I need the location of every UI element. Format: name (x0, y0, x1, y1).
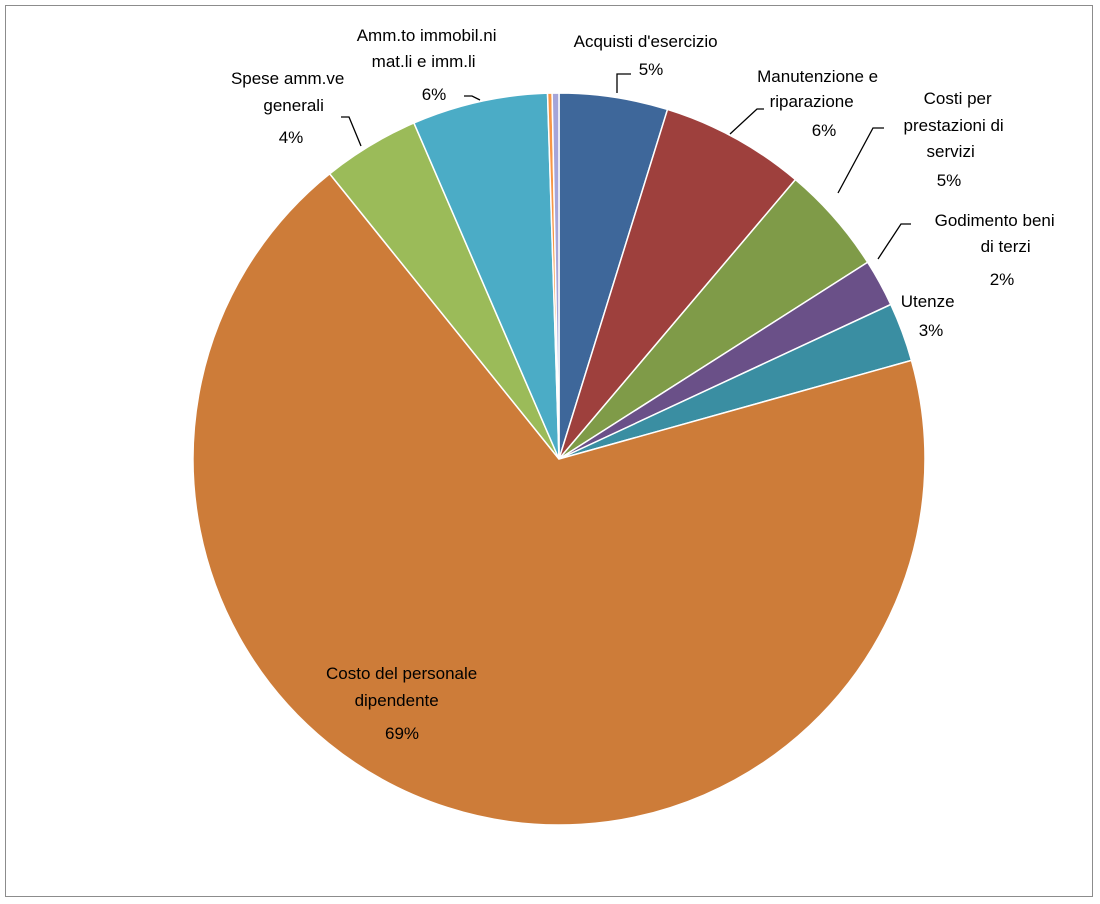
label-personale-line1: Costo del personale (326, 664, 477, 683)
label-manutenzione-pct: 6% (812, 121, 837, 140)
slice-labels: Acquisti d'esercizio 5% Manutenzione e r… (231, 26, 1060, 743)
label-costi-line1: Costi per (924, 89, 992, 108)
label-spese-line2: generali (263, 96, 324, 115)
leader-acquisti (616, 73, 631, 93)
label-manutenzione-line1: Manutenzione e (757, 67, 878, 86)
chart-frame: Acquisti d'esercizio 5% Manutenzione e r… (5, 5, 1093, 897)
label-costi-line3: servizi (927, 142, 975, 161)
pie-slices (192, 92, 926, 826)
label-costi-servizi: Costi per prestazioni di servizi 5% (904, 89, 1009, 190)
leader-ammto (464, 95, 481, 101)
label-costi-pct: 5% (937, 171, 962, 190)
label-godimento-pct: 2% (990, 270, 1015, 289)
label-ammto-pct: 6% (422, 85, 447, 104)
label-costi-line2: prestazioni di (904, 116, 1004, 135)
label-utenze: Utenze 3% (901, 292, 960, 340)
pie-slice-5 (192, 172, 926, 826)
label-spese-pct: 4% (279, 128, 304, 147)
label-spese: Spese amm.ve generali 4% (231, 69, 349, 147)
pie-slice-1 (558, 108, 797, 460)
label-acquisti: Acquisti d'esercizio 5% (574, 32, 723, 79)
label-utenze-pct: 3% (919, 321, 944, 340)
leader-spese (341, 116, 362, 147)
leader-costi-servizi (837, 127, 884, 194)
label-personale-pct: 69% (385, 724, 419, 743)
pie-slice-7 (412, 92, 560, 460)
pie-slice-9 (551, 92, 560, 460)
label-manutenzione-line2: riparazione (770, 92, 854, 111)
label-acquisti-name: Acquisti d'esercizio (574, 32, 718, 51)
leader-godimento (877, 223, 911, 260)
leader-lines (341, 73, 911, 260)
pie-chart: Acquisti d'esercizio 5% Manutenzione e r… (192, 26, 1060, 826)
label-personale-line2: dipendente (355, 691, 439, 710)
label-utenze-name: Utenze (901, 292, 955, 311)
label-ammto-line2: mat.li e imm.li (372, 52, 476, 71)
label-acquisti-pct: 5% (639, 60, 664, 79)
label-godimento-line1: Godimento beni (935, 211, 1055, 230)
leader-manutenzione (729, 108, 764, 135)
label-ammto-line1: Amm.to immobil.ni (357, 26, 497, 45)
label-spese-line1: Spese amm.ve (231, 69, 344, 88)
label-personale: Costo del personale dipendente 69% (326, 664, 482, 743)
label-manutenzione: Manutenzione e riparazione 6% (757, 67, 883, 140)
label-godimento-line2: di terzi (981, 237, 1031, 256)
label-ammto: Amm.to immobil.ni mat.li e imm.li 6% (357, 26, 502, 104)
label-godimento: Godimento beni di terzi 2% (935, 211, 1060, 289)
